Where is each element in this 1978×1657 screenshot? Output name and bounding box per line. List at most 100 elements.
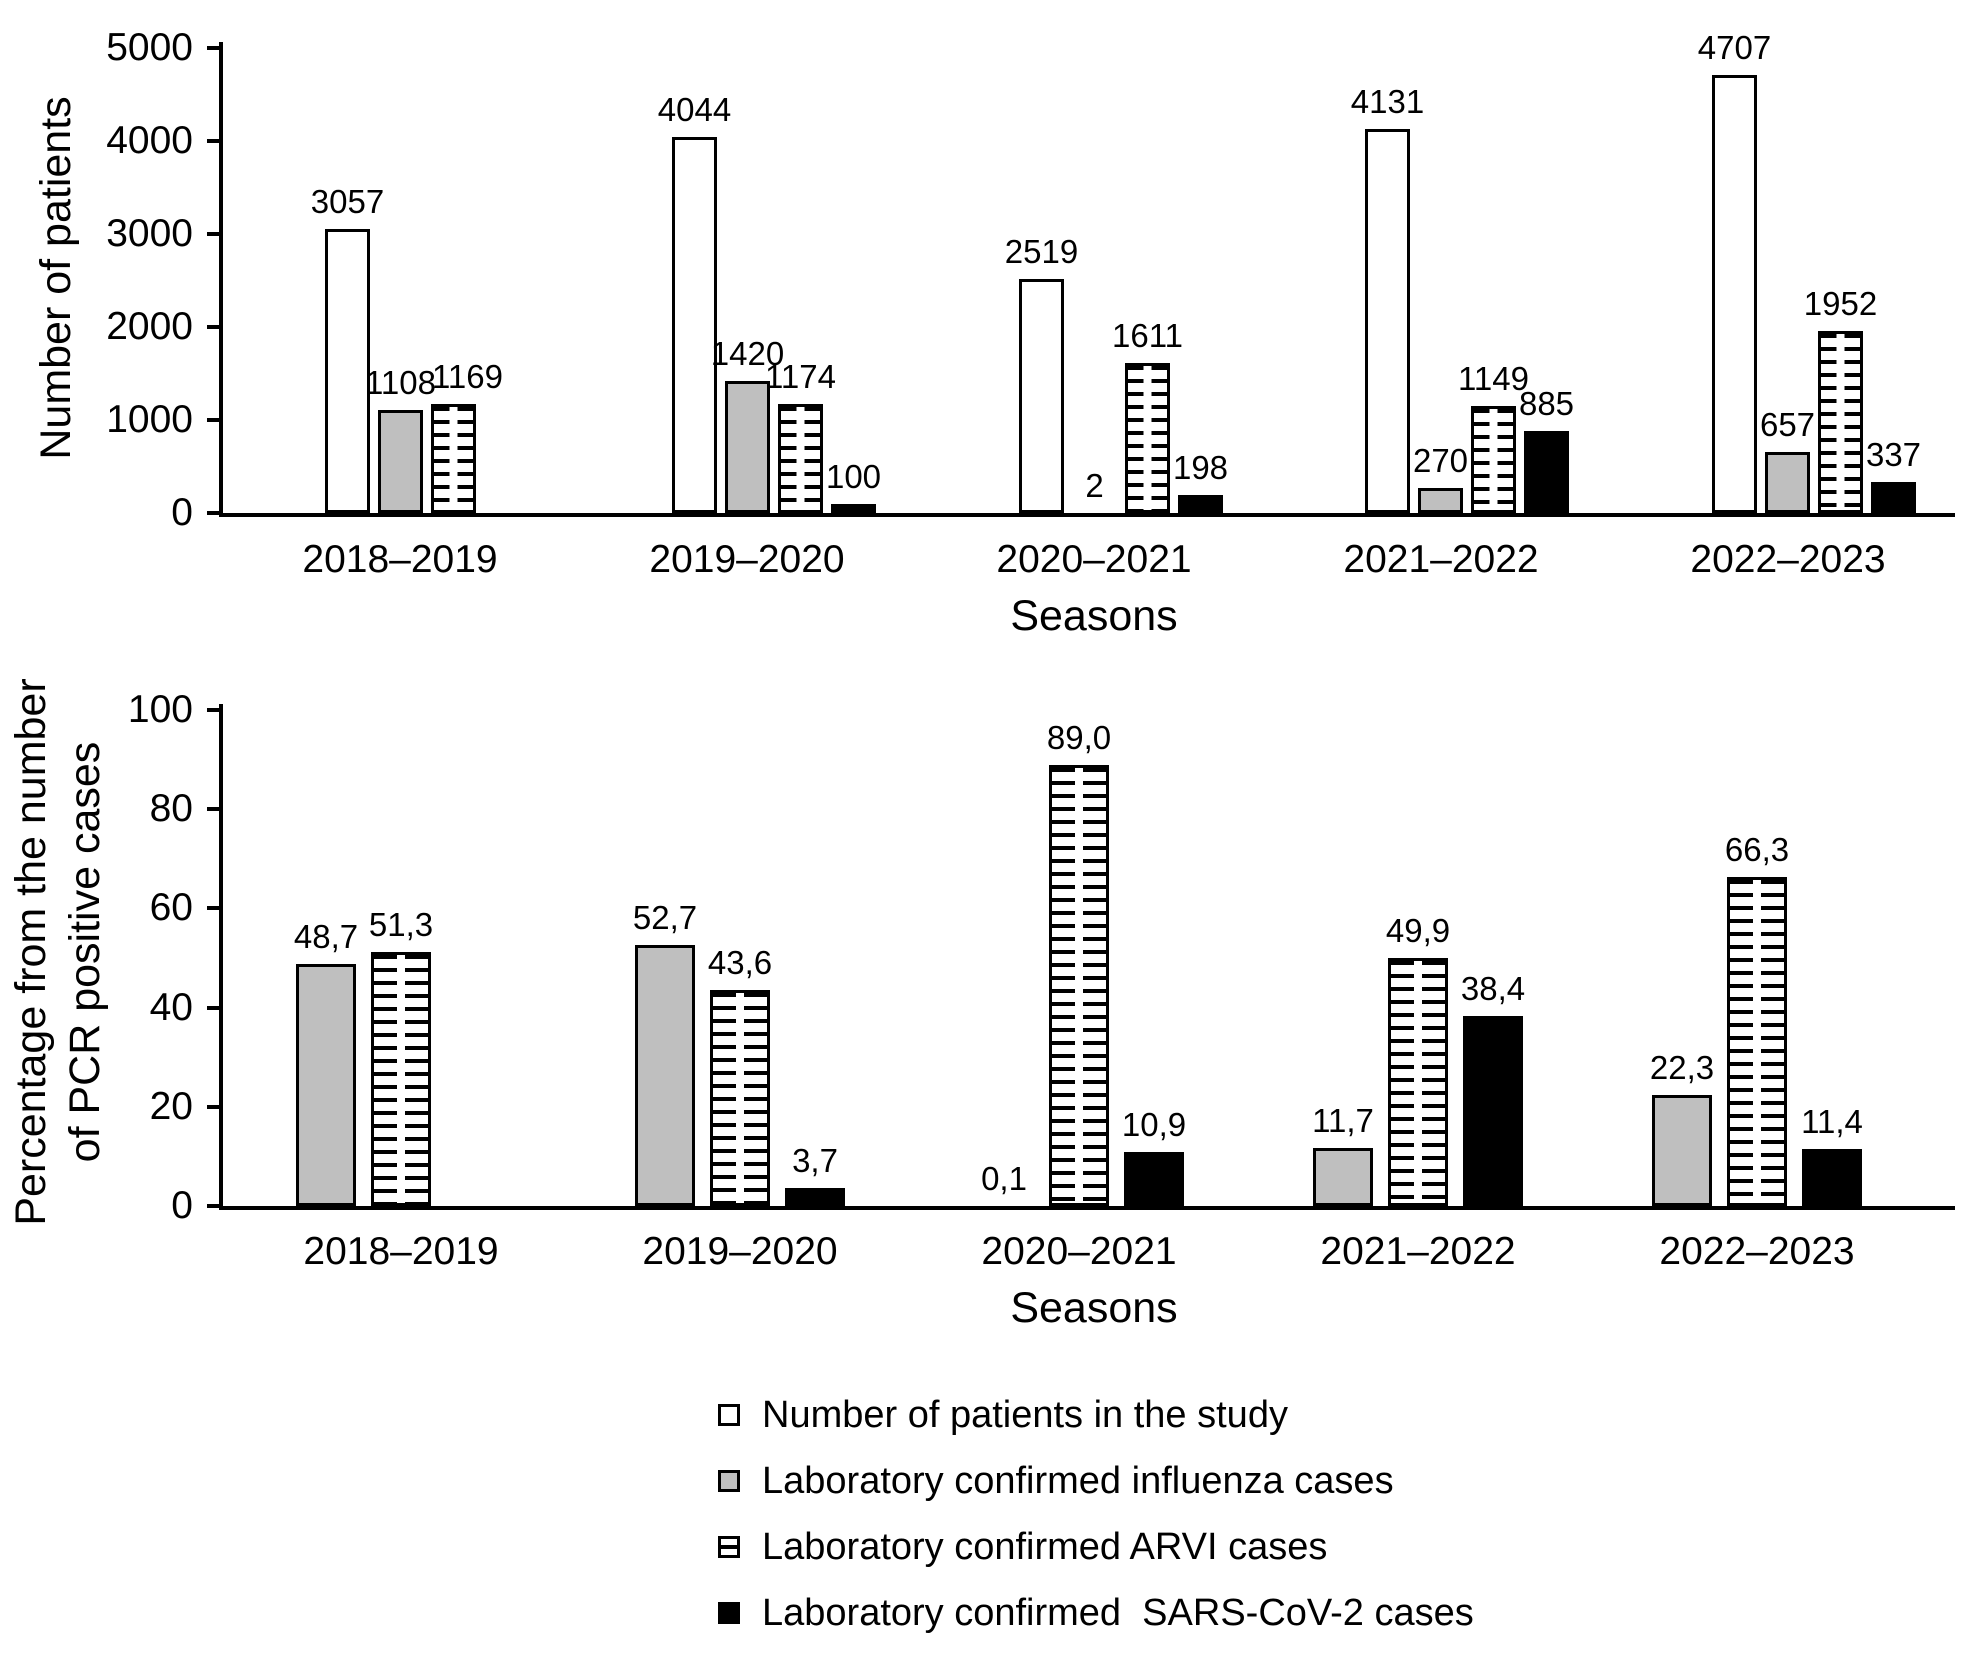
x-category-label: 2021–2022 — [1343, 538, 1539, 581]
black-bar-swatch-icon — [718, 1602, 740, 1624]
y-tick-label: 2000 — [106, 305, 193, 348]
y-axis-line — [219, 42, 223, 517]
y-axis-tick — [207, 325, 223, 329]
bar-value-label: 2 — [1085, 466, 1104, 504]
bar-striped — [1471, 406, 1516, 513]
y-axis-tick — [207, 1005, 223, 1010]
bar-value-label: 1108 — [365, 363, 436, 401]
bar-black — [1802, 1149, 1862, 1206]
bar-value-label: 337 — [1865, 435, 1922, 473]
bar-striped — [1727, 877, 1787, 1206]
y-axis-title-line-2: of PCR positive cases — [61, 741, 109, 1163]
bar-gray — [1765, 451, 1810, 513]
bar-white — [325, 228, 370, 513]
y-tick-label: 20 — [149, 1084, 193, 1128]
x-category-label: 2021–2022 — [1320, 1230, 1516, 1273]
bar-striped — [778, 403, 823, 513]
x-axis-line — [219, 1206, 1955, 1210]
bar-striped — [1049, 764, 1109, 1206]
bar-value-label: 0,1 — [981, 1159, 1027, 1197]
bar-value-label: 11,7 — [1312, 1101, 1374, 1139]
bar-value-label: 657 — [1759, 405, 1816, 443]
legend: Number of patients in the study Laborato… — [718, 1392, 1474, 1656]
legend-item-sars-cov-2: Laboratory confirmed SARS-CoV-2 cases — [718, 1590, 1474, 1636]
bar-striped — [431, 404, 476, 513]
legend-item-patients: Number of patients in the study — [718, 1392, 1474, 1438]
bar-value-label: 270 — [1412, 441, 1469, 479]
bar-gray — [1652, 1095, 1712, 1206]
x-category-label: 2018–2019 — [302, 538, 498, 581]
bar-value-label: 885 — [1518, 384, 1575, 422]
x-category-label: 2020–2021 — [996, 538, 1192, 581]
bar-value-label: 1149 — [1458, 360, 1529, 398]
x-category-label: 2019–2020 — [642, 1230, 838, 1273]
bar-value-label: 48,7 — [293, 918, 359, 956]
legend-label: Laboratory confirmed SARS-CoV-2 cases — [762, 1592, 1474, 1634]
bar-striped — [371, 951, 431, 1206]
bar-gray — [1418, 487, 1463, 513]
bar-value-label: 198 — [1172, 448, 1229, 486]
legend-item-influenza: Laboratory confirmed influenza cases — [718, 1458, 1474, 1504]
y-axis-title-percentage: Percentage from the number of PCR positi… — [4, 678, 112, 1225]
bar-white — [1365, 128, 1410, 513]
x-category-label: 2022–2023 — [1659, 1230, 1855, 1273]
y-axis-tick — [207, 807, 223, 812]
bar-black — [785, 1187, 845, 1206]
x-category-label: 2022–2023 — [1690, 538, 1886, 581]
bar-black — [1178, 494, 1223, 513]
bar-value-label: 2519 — [1004, 232, 1079, 270]
bar-value-label: 1420 — [710, 334, 785, 372]
bar-black — [831, 503, 876, 513]
legend-label: Laboratory confirmed ARVI cases — [762, 1526, 1328, 1568]
bar-white — [1019, 278, 1064, 513]
legend-label: Laboratory confirmed influenza cases — [762, 1460, 1394, 1502]
bar-white — [1712, 75, 1757, 513]
y-tick-label: 60 — [149, 886, 193, 930]
bar-gray — [378, 409, 423, 513]
y-tick-label: 80 — [149, 787, 193, 831]
y-axis-tick — [207, 1104, 223, 1109]
striped-bar-swatch-icon — [718, 1536, 740, 1558]
bar-value-label: 1611 — [1112, 317, 1183, 355]
y-tick-label: 0 — [171, 1184, 193, 1227]
bar-gray — [725, 380, 770, 513]
x-category-label: 2020–2021 — [981, 1230, 1177, 1273]
bar-black — [1524, 430, 1569, 513]
bar-gray — [296, 964, 356, 1206]
y-axis-tick — [207, 46, 223, 50]
bar-value-label: 100 — [825, 457, 882, 495]
y-axis-line — [219, 704, 223, 1210]
y-tick-label: 5000 — [106, 26, 193, 69]
y-axis-title-patients: Number of patients — [32, 96, 80, 460]
bar-value-label: 4707 — [1697, 29, 1772, 67]
bar-value-label: 1169 — [432, 358, 503, 396]
bar-value-label: 3057 — [310, 182, 385, 220]
x-category-label: 2018–2019 — [303, 1230, 499, 1273]
bar-striped — [1818, 331, 1863, 513]
bar-value-label: 38,4 — [1460, 969, 1526, 1007]
y-tick-label: 100 — [127, 688, 193, 731]
y-axis-tick — [207, 418, 223, 422]
bar-value-label: 52,7 — [632, 898, 698, 936]
bar-gray — [635, 944, 695, 1206]
bar-value-label: 4131 — [1350, 82, 1425, 120]
bar-value-label: 49,9 — [1385, 912, 1451, 950]
x-axis-title-seasons-top: Seasons — [1010, 592, 1178, 640]
bar-value-label: 89,0 — [1046, 718, 1112, 756]
white-bar-swatch-icon — [718, 1404, 740, 1426]
y-tick-label: 3000 — [106, 212, 193, 255]
bar-value-label: 1174 — [765, 357, 836, 395]
bar-value-label: 3,7 — [792, 1141, 838, 1179]
y-axis-tick — [207, 906, 223, 911]
bar-striped — [1125, 363, 1170, 513]
bar-gray — [1313, 1147, 1373, 1206]
bar-value-label: 10,9 — [1121, 1105, 1187, 1143]
y-axis-tick — [207, 139, 223, 143]
bar-value-label: 4044 — [657, 90, 732, 128]
bar-black — [1463, 1015, 1523, 1206]
y-tick-label: 1000 — [106, 398, 193, 441]
bar-striped — [1388, 958, 1448, 1206]
y-axis-title-line-1: Percentage from the number — [7, 678, 55, 1226]
y-axis-tick — [207, 708, 223, 712]
